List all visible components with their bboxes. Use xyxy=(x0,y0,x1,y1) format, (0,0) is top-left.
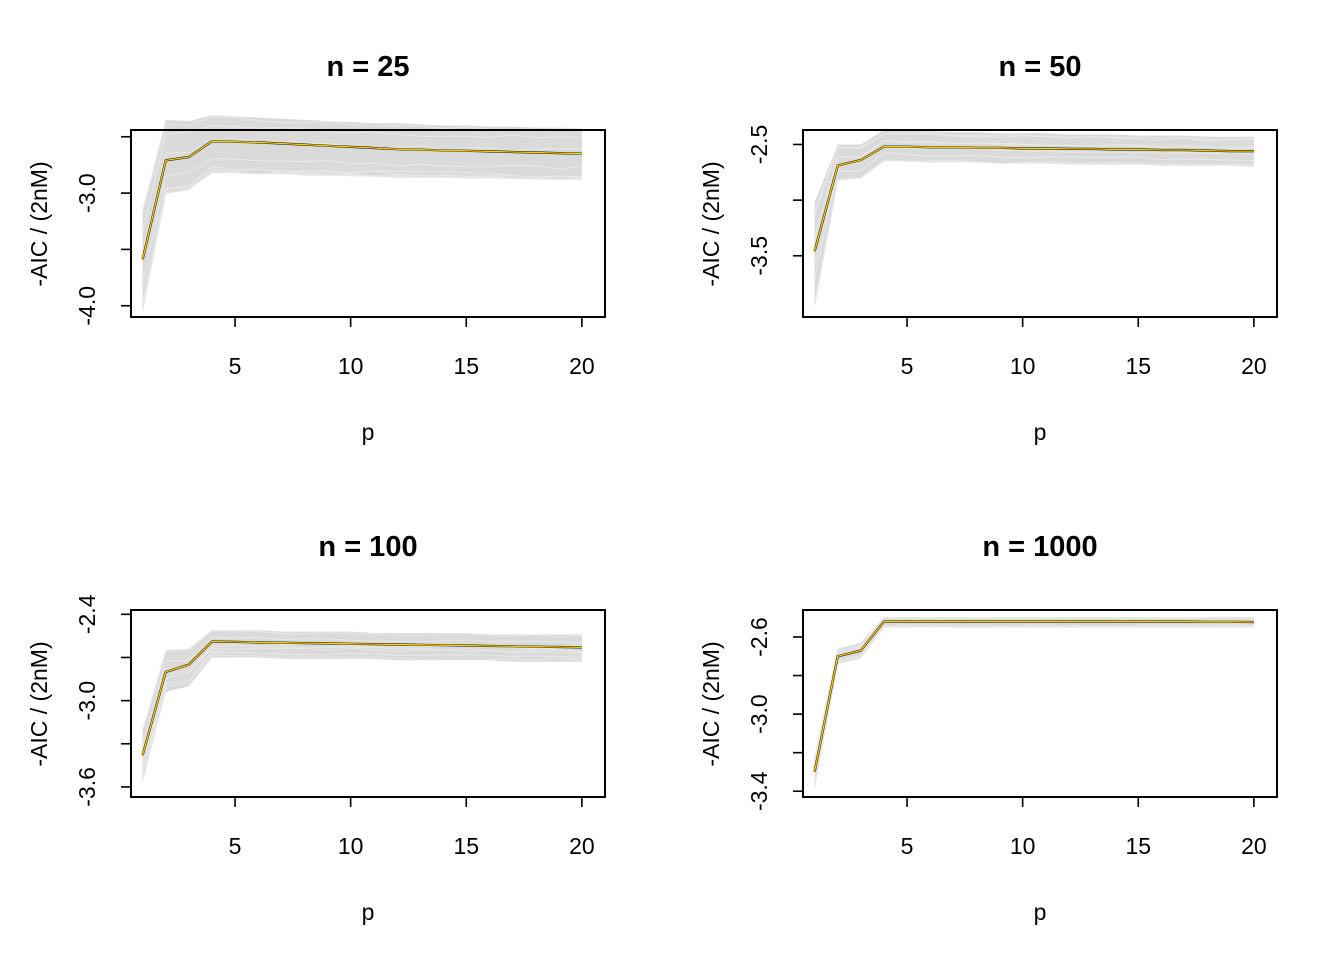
x-tick-label: 5 xyxy=(901,833,914,859)
simulation-line xyxy=(142,168,582,308)
x-axis-label: p xyxy=(362,899,375,925)
panel-title: n = 1000 xyxy=(982,531,1097,563)
x-tick-label: 20 xyxy=(569,353,595,379)
x-tick-label: 20 xyxy=(569,833,595,859)
median-line xyxy=(813,146,1254,252)
simulation-line xyxy=(814,620,1254,769)
simulation-band xyxy=(142,630,582,783)
simulation-line xyxy=(142,171,582,311)
y-tick-label: -3.0 xyxy=(746,694,772,734)
simulation-line xyxy=(814,620,1254,768)
simulation-line xyxy=(814,618,1254,763)
simulation-line xyxy=(814,625,1254,788)
x-tick-label: 5 xyxy=(229,833,242,859)
y-tick-label: -2.5 xyxy=(746,125,772,165)
y-axis-label: -AIC / (2nM) xyxy=(698,161,724,286)
y-axis-label: -AIC / (2nM) xyxy=(698,641,724,766)
simulation-line xyxy=(814,159,1254,305)
x-tick-label: 10 xyxy=(338,833,364,859)
x-tick-label: 15 xyxy=(453,833,479,859)
simulation-line xyxy=(142,630,582,732)
simulation-line xyxy=(142,644,582,760)
median-line xyxy=(141,640,582,756)
simulation-line xyxy=(142,165,582,305)
y-tick-label: -3.0 xyxy=(74,681,100,721)
y-tick-label: -2.4 xyxy=(74,594,100,634)
simulation-line xyxy=(142,647,582,765)
simulation-line xyxy=(814,152,1254,280)
simulation-band xyxy=(814,130,1254,306)
x-axis-label: p xyxy=(1034,899,1047,925)
x-tick-label: 20 xyxy=(1241,833,1267,859)
simulation-line xyxy=(142,651,582,773)
simulation-line xyxy=(142,158,582,285)
x-tick-label: 15 xyxy=(453,353,479,379)
y-tick-label: -4.0 xyxy=(74,286,100,326)
x-axis-label: p xyxy=(362,419,375,445)
panel-n-1000: n = 1000 p -AIC / (2nM) 5 10 15 20 -3.4 -3.0 -… xyxy=(698,531,1278,925)
simulation-line xyxy=(142,653,582,780)
panel-title: n = 25 xyxy=(326,51,409,83)
panel-n-100: n = 100 p -AIC / (2nM) 5 10 15 20 -3.6 -3.0 -2… xyxy=(26,531,606,925)
panel-title: n = 100 xyxy=(318,531,417,563)
x-tick-label: 10 xyxy=(1010,353,1036,379)
x-tick-label: 10 xyxy=(1010,833,1036,859)
x-tick-label: 15 xyxy=(1125,353,1151,379)
y-axis-label: -AIC / (2nM) xyxy=(26,641,52,766)
x-tick-label: 10 xyxy=(338,353,364,379)
x-tick-label: 5 xyxy=(901,353,914,379)
median-line xyxy=(813,620,1254,773)
simulation-line xyxy=(142,124,582,233)
x-tick-label: 5 xyxy=(229,353,242,379)
panel-n-50: n = 50 p -AIC / (2nM) 5 10 15 20 -3.5 -2.5 xyxy=(698,51,1278,445)
simulation-band xyxy=(814,617,1254,790)
mean-line xyxy=(813,620,1254,773)
simulation-line xyxy=(814,131,1254,215)
x-tick-label: 20 xyxy=(1241,353,1267,379)
panel-title: n = 50 xyxy=(998,51,1081,83)
y-tick-label: -3.4 xyxy=(746,771,772,811)
simulation-line xyxy=(814,624,1254,784)
y-tick-label: -3.0 xyxy=(74,173,100,213)
simulation-line xyxy=(814,619,1254,767)
median-line xyxy=(141,140,582,260)
simulation-line xyxy=(814,620,1254,772)
simulation-line xyxy=(814,617,1254,759)
simulation-line xyxy=(142,171,582,309)
simulation-band xyxy=(142,115,582,312)
x-axis-label: p xyxy=(1034,419,1047,445)
x-tick-label: 15 xyxy=(1125,833,1151,859)
y-tick-label: -3.6 xyxy=(74,767,100,807)
simulation-line xyxy=(142,636,582,746)
y-tick-label: -3.5 xyxy=(746,236,772,276)
panel-n-25: n = 25 p -AIC / (2nM) 5 10 15 20 -4.0 -3.0 xyxy=(26,51,606,445)
simulation-line xyxy=(814,159,1254,306)
y-tick-label: -2.6 xyxy=(746,617,772,657)
simulation-line xyxy=(814,139,1254,239)
y-axis-label: -AIC / (2nM) xyxy=(26,161,52,286)
